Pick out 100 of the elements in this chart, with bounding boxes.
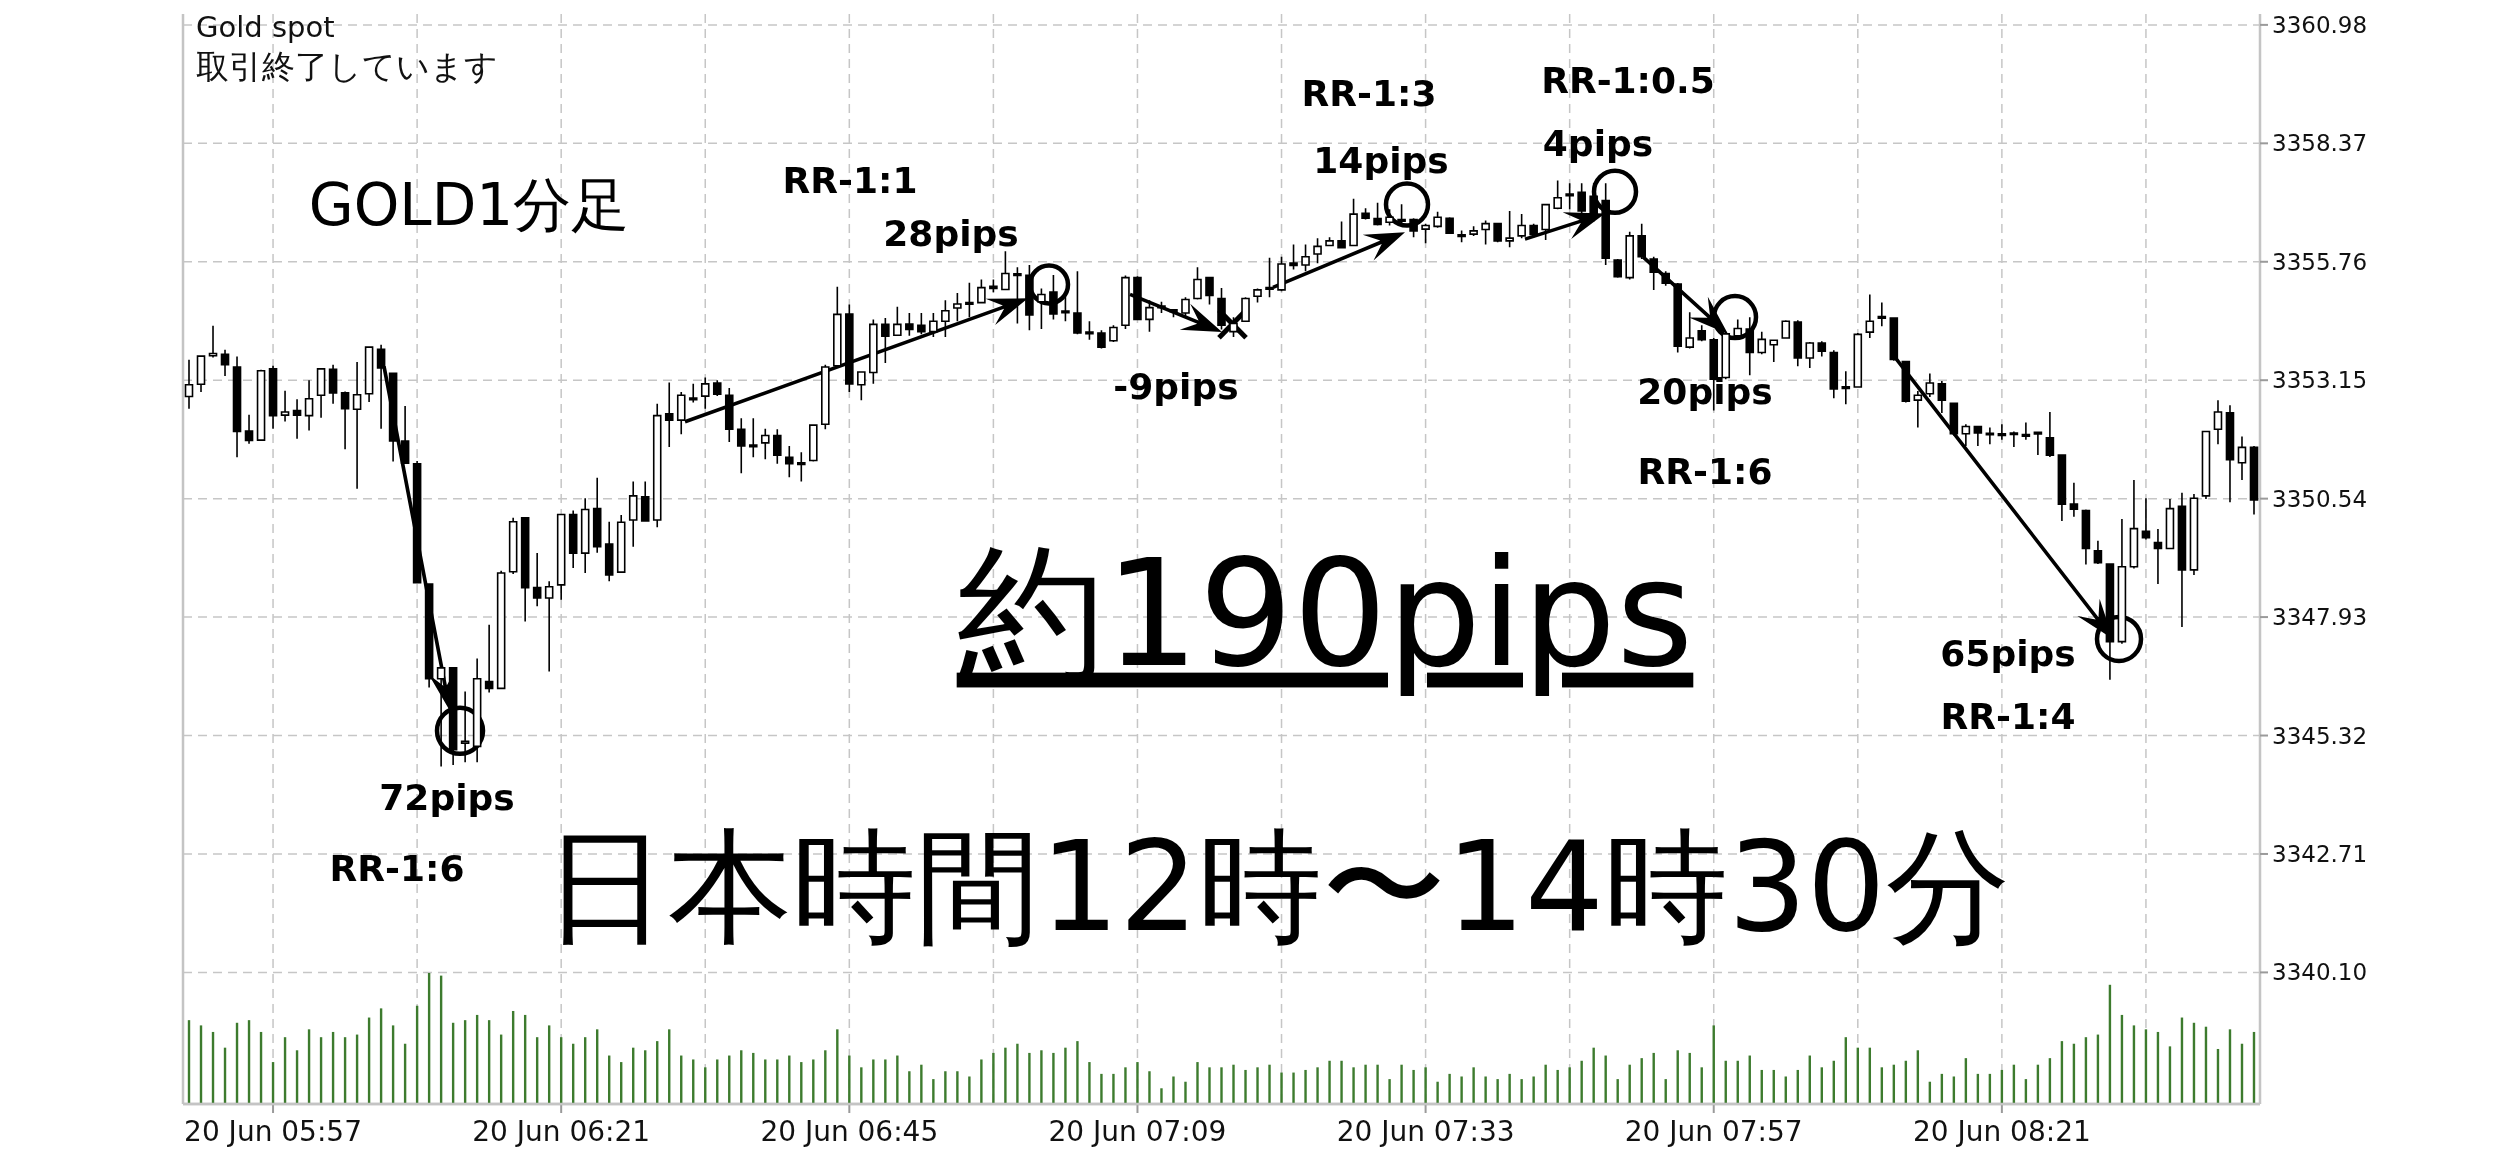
candlestick: [340, 390, 350, 450]
annotation: 日本時間12時〜14時30分: [544, 815, 2010, 960]
bar: [1052, 1052, 1055, 1104]
candlestick: [917, 312, 926, 336]
bar: [1004, 1047, 1007, 1104]
candlestick: [989, 278, 998, 293]
candlestick: [1553, 179, 1562, 210]
candlestick: [412, 460, 422, 585]
y-tick-label: 3340.10: [2272, 959, 2368, 986]
bar: [896, 1055, 899, 1104]
annotation: GOLD1分足: [308, 171, 630, 240]
bar: [944, 1071, 947, 1104]
candlestick: [460, 690, 470, 764]
candlestick: [280, 389, 290, 423]
x-tick-label: 20 Jun 05:57: [184, 1114, 362, 1148]
bar: [1112, 1073, 1115, 1104]
candlestick: [220, 349, 230, 377]
candlestick: [760, 427, 770, 460]
candlestick: [544, 580, 554, 673]
candlestick: [1841, 370, 1851, 406]
annotation: RR-1:3: [1301, 72, 1437, 114]
bar: [812, 1059, 815, 1104]
bar: [1016, 1043, 1019, 1104]
candlestick: [772, 428, 782, 465]
candlestick: [2129, 479, 2139, 570]
candlestick: [484, 624, 494, 694]
candlestick: [1601, 182, 1610, 266]
bar: [1604, 1055, 1607, 1104]
annotation: RR-1:6: [329, 847, 465, 889]
candlestick: [1625, 231, 1634, 281]
candlestick: [1073, 270, 1082, 336]
candlestick: [2225, 404, 2235, 504]
bar: [1508, 1073, 1511, 1104]
candlestick: [1217, 287, 1226, 331]
candlestick: [1889, 316, 1899, 362]
candlestick: [604, 520, 614, 583]
candlestick: [881, 317, 890, 364]
candlestick: [364, 345, 374, 403]
candlestick: [821, 363, 830, 431]
candlestick: [232, 355, 242, 459]
candlestick: [292, 398, 302, 440]
candlestick: [196, 355, 206, 393]
candlestick: [2009, 430, 2019, 448]
bar: [1076, 1041, 1079, 1104]
bar: [968, 1076, 971, 1104]
candlestick: [448, 666, 458, 766]
candlestick: [1805, 341, 1815, 369]
y-tick-label: 3355.76: [2272, 248, 2368, 275]
candlestick: [1541, 203, 1550, 241]
candlestick: [424, 582, 434, 689]
bar: [1268, 1064, 1271, 1104]
x-tick-label: 20 Jun 08:21: [1912, 1114, 2091, 1148]
candlestick: [736, 417, 746, 475]
candlestick: [712, 379, 722, 397]
bar: [1424, 1067, 1427, 1104]
bar: [1484, 1076, 1487, 1104]
candlestick: [1301, 243, 1310, 273]
bar: [1064, 1047, 1067, 1104]
candlestick: [2237, 435, 2247, 481]
candlestick: [1325, 236, 1334, 248]
candlestick: [328, 363, 338, 405]
candlestick: [1349, 197, 1358, 248]
candlestick: [520, 516, 530, 623]
bar: [1256, 1067, 1259, 1104]
candlestick: [1037, 287, 1046, 330]
bar: [1400, 1064, 1403, 1104]
candlestick: [2021, 421, 2031, 441]
candlestick: [688, 383, 698, 404]
bar: [1376, 1064, 1379, 1104]
bar: [1304, 1069, 1307, 1104]
x-tick-label: 20 Jun 07:09: [1048, 1114, 1227, 1148]
y-tick-label: 3353.15: [2272, 367, 2368, 394]
candlestick: [1121, 274, 1130, 330]
candlestick: [905, 312, 914, 337]
candlestick: [1013, 266, 1022, 325]
bar: [1472, 1067, 1475, 1104]
bar: [884, 1059, 887, 1104]
candlestick: [616, 514, 626, 573]
candlestick: [1109, 324, 1118, 343]
candlestick: [1181, 296, 1190, 318]
annotation: 約190pips: [956, 527, 1694, 700]
candlestick: [1985, 426, 1995, 445]
candlestick: [1517, 213, 1526, 239]
candlestick: [1733, 318, 1743, 339]
candlestick: [388, 372, 398, 463]
bar: [872, 1059, 875, 1104]
candlestick: [700, 376, 710, 410]
bar: [1580, 1060, 1583, 1104]
candlestick: [628, 480, 638, 548]
candlestick: [1385, 208, 1394, 227]
candlestick: [508, 516, 518, 575]
candlestick: [580, 497, 590, 574]
bar: [1520, 1079, 1523, 1104]
candlestick: [2069, 481, 2079, 518]
candlestick: [304, 379, 314, 432]
candlestick: [1085, 320, 1094, 341]
candlestick: [1265, 256, 1274, 298]
chart-title: Gold spot: [196, 10, 335, 44]
candlestick: [1613, 258, 1622, 279]
candlestick: [1025, 264, 1034, 332]
